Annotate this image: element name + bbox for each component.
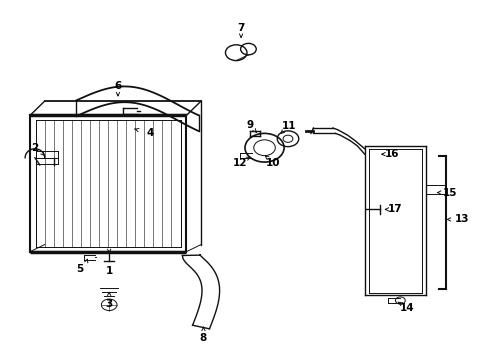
Text: 13: 13 <box>455 215 470 224</box>
Text: 16: 16 <box>384 149 399 159</box>
Text: 5: 5 <box>76 264 83 274</box>
Text: 17: 17 <box>388 204 403 215</box>
Text: 3: 3 <box>105 299 113 309</box>
Text: 7: 7 <box>237 23 245 33</box>
Text: 6: 6 <box>114 81 122 91</box>
Text: 1: 1 <box>105 266 113 276</box>
Text: 4: 4 <box>146 128 153 138</box>
Text: 9: 9 <box>246 121 253 130</box>
Text: 2: 2 <box>31 143 39 153</box>
Text: 8: 8 <box>200 333 207 343</box>
Text: 11: 11 <box>282 121 296 131</box>
Text: 10: 10 <box>266 158 280 168</box>
Text: 14: 14 <box>400 303 415 314</box>
Text: 15: 15 <box>443 188 458 198</box>
Text: 12: 12 <box>233 158 247 168</box>
